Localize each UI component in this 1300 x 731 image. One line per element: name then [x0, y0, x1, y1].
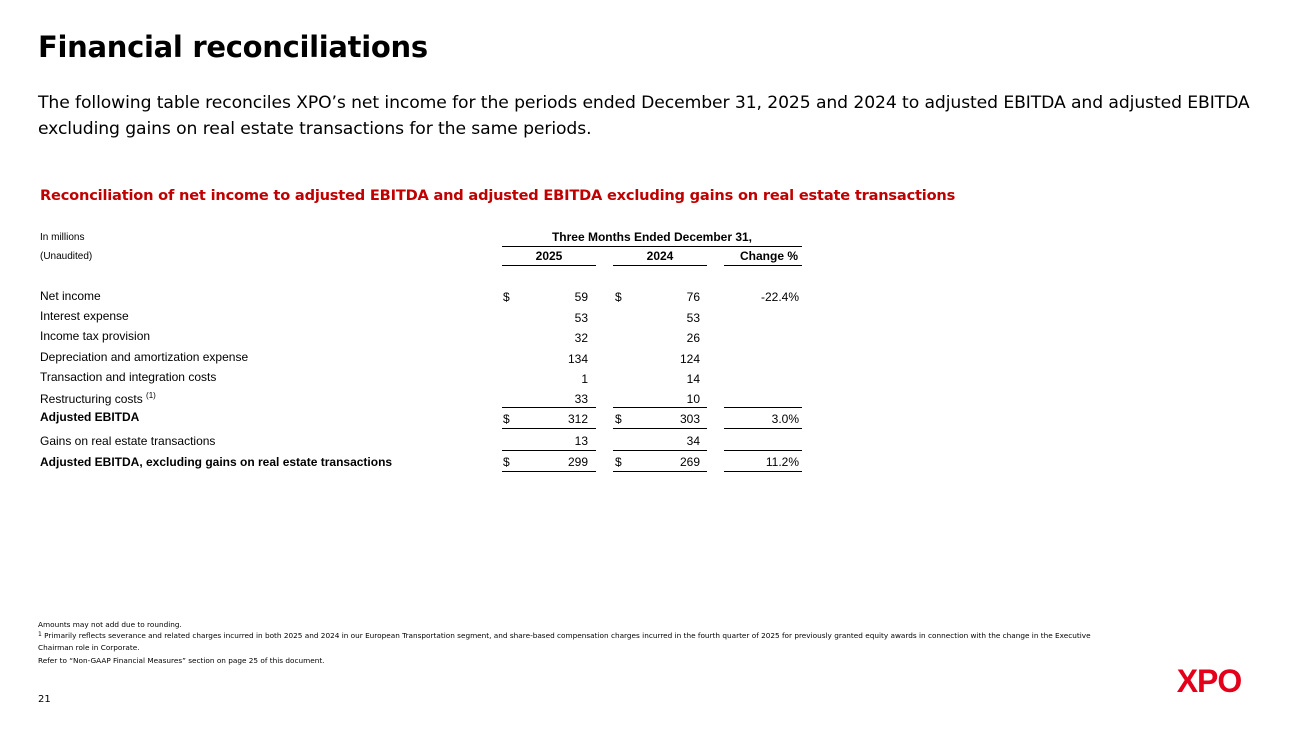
total-rule-2024 [613, 428, 707, 429]
final-rule-2024 [613, 450, 707, 451]
row-label: Restructuring costs (1) [40, 391, 156, 406]
period-header-rule [502, 246, 802, 247]
value-2025: 53 [574, 311, 588, 325]
currency-symbol: $ [503, 290, 510, 304]
row-label-text: Restructuring costs [40, 392, 143, 406]
page-title: Financial reconciliations [38, 30, 428, 64]
value-2025: 312 [567, 412, 588, 426]
footnote-1: 1 Primarily reflects severance and relat… [38, 631, 1091, 640]
value-2024: 34 [686, 434, 700, 448]
header-rule-2024 [613, 265, 707, 266]
value-change: 3.0% [771, 412, 799, 426]
value-change: 11.2% [765, 455, 799, 469]
row-label: Net income [40, 289, 101, 303]
bottom-rule-change [724, 471, 802, 472]
page-number: 21 [38, 694, 51, 705]
intro-paragraph: The following table reconciles XPO’s net… [38, 93, 1250, 139]
value-2024: 303 [679, 412, 700, 426]
subtotal-rule-2024 [613, 407, 707, 408]
value-2025: 32 [574, 331, 588, 345]
xpo-logo: XPO [1177, 664, 1243, 698]
total-rule-change [724, 428, 802, 429]
col-header-change: Change % [739, 249, 798, 263]
value-2025: 13 [574, 434, 588, 448]
footnote-1-continued: Chairman role in Corporate. [38, 643, 140, 652]
value-2024: 269 [679, 455, 700, 469]
value-2024: 26 [686, 331, 700, 345]
row-label: Gains on real estate transactions [40, 434, 216, 448]
row-label-total: Adjusted EBITDA, excluding gains on real… [40, 455, 393, 469]
row-label: Interest expense [40, 309, 129, 323]
footnote-rounding: Amounts may not add due to rounding. [38, 620, 182, 629]
footnote-1-marker: 1 [38, 631, 42, 638]
final-rule-2025 [502, 450, 596, 451]
row-label: Transaction and integration costs [40, 370, 217, 384]
units-label: In millions [40, 232, 85, 243]
bottom-rule-2025 [502, 471, 596, 472]
footnote-refer: Refer to “Non-GAAP Financial Measures” s… [38, 656, 325, 665]
col-header-2025: 2025 [535, 249, 563, 263]
header-rule-2025 [502, 265, 596, 266]
xpo-logo-text: XPO [1177, 664, 1242, 698]
table-title: Reconciliation of net income to adjusted… [40, 187, 956, 204]
subtotal-rule-2025 [502, 407, 596, 408]
footnote-1-text: Primarily reflects severance and related… [44, 631, 1091, 640]
total-rule-2025 [502, 428, 596, 429]
row-label-total: Adjusted EBITDA [40, 410, 140, 424]
value-2025: 59 [574, 290, 588, 304]
value-2025: 33 [574, 392, 588, 406]
value-2025: 1 [581, 372, 588, 386]
currency-symbol: $ [503, 412, 510, 426]
row-label: Income tax provision [40, 329, 151, 343]
currency-symbol: $ [615, 455, 622, 469]
currency-symbol: $ [503, 455, 510, 469]
value-2024: 124 [679, 352, 700, 366]
col-header-2024: 2024 [646, 249, 674, 263]
unaudited-label: (Unaudited) [40, 251, 93, 262]
value-2024: 10 [686, 392, 700, 406]
value-2025: 134 [567, 352, 588, 366]
value-2025: 299 [567, 455, 588, 469]
value-2024: 76 [686, 290, 700, 304]
subtotal-rule-change [724, 407, 802, 408]
currency-symbol: $ [615, 290, 622, 304]
period-header: Three Months Ended December 31, [551, 230, 753, 244]
final-rule-change [724, 450, 802, 451]
value-2024: 53 [686, 311, 700, 325]
row-label: Depreciation and amortization expense [40, 350, 249, 364]
footnote-marker: (1) [146, 391, 156, 400]
header-rule-change [724, 265, 802, 266]
value-2024: 14 [686, 372, 700, 386]
value-change: -22.4% [760, 290, 799, 304]
currency-symbol: $ [615, 412, 622, 426]
bottom-rule-2024 [613, 471, 707, 472]
